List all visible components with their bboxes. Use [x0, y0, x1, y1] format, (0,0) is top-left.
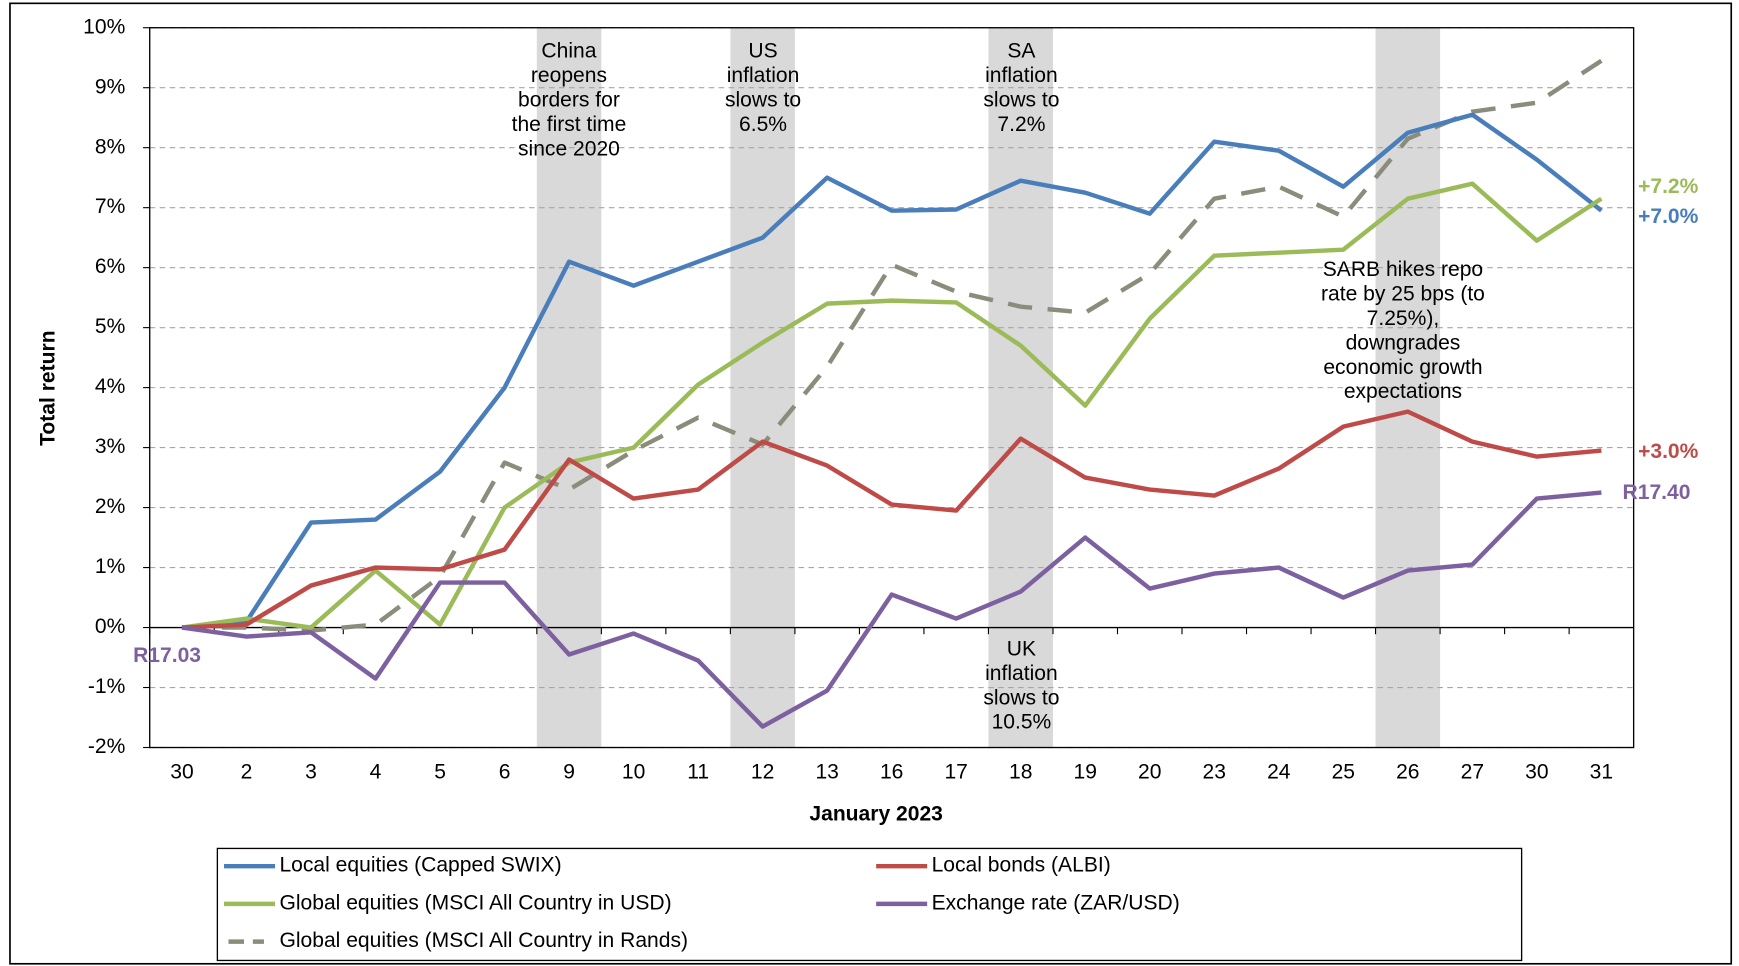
- annotation: UK: [1007, 637, 1036, 660]
- x-tick-label: 5: [434, 761, 446, 784]
- legend-box: [216, 847, 1523, 962]
- legend-label: Exchange rate (ZAR/USD): [932, 891, 1180, 914]
- y-tick-label: 0%: [95, 615, 125, 638]
- x-tick-label: 20: [1138, 761, 1161, 784]
- annotation: rate by 25 bps (to: [1321, 283, 1485, 306]
- x-tick-label: 16: [880, 761, 903, 784]
- y-tick-label: 10%: [83, 15, 125, 38]
- x-tick-label: 19: [1074, 761, 1097, 784]
- y-axis-label: Total return: [36, 330, 59, 445]
- series-line: [181, 181, 1603, 630]
- x-tick-label: 2: [241, 761, 253, 784]
- y-tick-label: -2%: [88, 735, 125, 758]
- annotation: the first time: [512, 113, 627, 136]
- annotation: inflation: [985, 64, 1058, 87]
- annotation: slows to: [725, 88, 801, 111]
- x-tick-label: 25: [1332, 761, 1355, 784]
- x-tick-label: 6: [499, 761, 511, 784]
- x-tick-label: 30: [170, 761, 193, 784]
- annotation: expectations: [1344, 380, 1462, 403]
- x-tick-label: 24: [1267, 761, 1291, 784]
- series-line: [181, 409, 1602, 630]
- legend-label: Local equities (Capped SWIX): [279, 854, 561, 877]
- x-tick-label: 23: [1203, 761, 1226, 784]
- legend-label: Local bonds (ALBI): [932, 854, 1111, 877]
- plot-border: [149, 27, 1635, 749]
- start-label: R17.03: [133, 644, 201, 667]
- x-tick-label: 30: [1525, 761, 1548, 784]
- legend-label: Global equities (MSCI All Country in USD…: [279, 891, 671, 914]
- annotation: 7.25%),: [1367, 307, 1440, 330]
- x-tick-label: 31: [1590, 761, 1613, 784]
- annotation: 6.5%: [739, 113, 787, 136]
- y-tick-label: 8%: [95, 135, 125, 158]
- x-tick-label: 3: [305, 761, 317, 784]
- annotation: inflation: [985, 662, 1058, 685]
- x-tick-label: 18: [1009, 761, 1032, 784]
- annotation: 7.2%: [997, 113, 1045, 136]
- annotation: inflation: [727, 64, 800, 87]
- end-label: +3.0%: [1638, 440, 1699, 463]
- annotation: SARB hikes repo: [1323, 258, 1483, 281]
- legend-label: Global equities (MSCI All Country in Ran…: [279, 929, 688, 952]
- x-tick-label: 27: [1461, 761, 1484, 784]
- x-tick-label: 12: [751, 761, 774, 784]
- x-axis-label: January 2023: [809, 803, 943, 826]
- y-tick-label: 4%: [95, 375, 125, 398]
- annotation: reopens: [531, 64, 607, 87]
- series-line: [181, 58, 1603, 633]
- annotation: downgrades: [1346, 331, 1461, 354]
- end-label: +7.0%: [1638, 205, 1699, 228]
- series-line: [181, 112, 1603, 630]
- y-tick-label: -1%: [88, 675, 125, 698]
- annotation: slows to: [983, 686, 1059, 709]
- annotation: SA: [1007, 40, 1035, 63]
- x-tick-label: 17: [944, 761, 967, 784]
- annotation: 10.5%: [992, 711, 1052, 734]
- x-tick-label: 10: [622, 761, 645, 784]
- frame: [9, 2, 1733, 965]
- x-tick-label: 13: [815, 761, 838, 784]
- x-tick-label: 11: [687, 761, 709, 784]
- y-tick-label: 1%: [95, 555, 125, 578]
- series-line: [181, 490, 1602, 729]
- y-tick-label: 5%: [95, 315, 125, 338]
- y-tick-label: 2%: [95, 495, 125, 518]
- annotation: China: [541, 40, 596, 63]
- x-tick-label: 4: [370, 761, 382, 784]
- annotation: borders for: [518, 88, 620, 111]
- annotation: US: [748, 40, 777, 63]
- y-tick-label: 6%: [95, 255, 125, 278]
- end-label: +7.2%: [1638, 175, 1699, 198]
- y-tick-label: 7%: [95, 195, 125, 218]
- y-tick-label: 9%: [95, 75, 125, 98]
- annotation: slows to: [983, 88, 1059, 111]
- x-tick-label: 9: [563, 761, 575, 784]
- end-label: R17.40: [1623, 481, 1691, 504]
- y-tick-label: 3%: [95, 435, 125, 458]
- annotation: since 2020: [518, 137, 620, 160]
- annotation: economic growth: [1323, 356, 1482, 379]
- x-tick-label: 26: [1396, 761, 1419, 784]
